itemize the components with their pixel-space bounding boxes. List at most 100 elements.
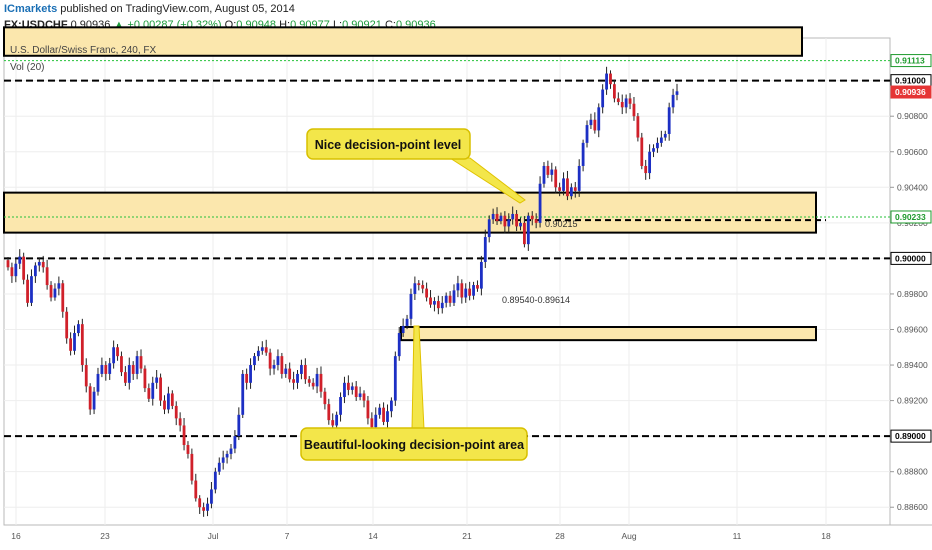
candle-body [272, 365, 276, 369]
candle-body [41, 261, 45, 268]
candle-body [640, 137, 644, 166]
candle-body [483, 237, 487, 262]
candle-body [296, 373, 299, 383]
candle-body [566, 178, 569, 197]
candle-body [127, 365, 131, 383]
candle-body [174, 405, 178, 419]
y-tick-label: 0.88600 [897, 502, 928, 512]
candle-body [319, 373, 323, 392]
candle-body [382, 407, 385, 422]
candle-body [350, 386, 354, 390]
price-badge[interactable] [890, 54, 932, 68]
candle-body [386, 411, 389, 422]
candle-body [550, 169, 554, 175]
candle-body [249, 365, 252, 383]
candle-body [523, 222, 526, 245]
candle-body [526, 215, 530, 245]
candle-body [65, 311, 69, 339]
y-tick-label: 0.89400 [897, 360, 928, 370]
price-badge[interactable] [890, 251, 932, 265]
price-badge[interactable] [890, 85, 932, 99]
candle-body [26, 279, 29, 303]
candle-body [354, 386, 358, 398]
candle-body [479, 261, 483, 289]
candle-body [585, 125, 589, 143]
candle-body [53, 288, 57, 298]
candle-body [14, 263, 18, 277]
candle-body [213, 471, 217, 490]
candles[interactable] [6, 66, 679, 517]
price-badge-label: 0.90936 [895, 87, 926, 97]
price-axis[interactable]: 0.910000.908000.906000.904000.902000.900… [890, 54, 932, 513]
candle-body [609, 73, 612, 85]
candle-body [61, 283, 65, 312]
high-label: H: [279, 19, 291, 31]
candle-body [253, 356, 256, 366]
candle-body [159, 377, 162, 401]
x-tick-label: Jul [208, 531, 219, 541]
candle-body [84, 365, 88, 387]
candle-body [88, 386, 92, 410]
y-tick-label: 0.89200 [897, 396, 928, 406]
candle-body [311, 382, 315, 387]
candle-body [233, 436, 237, 449]
price-badge[interactable] [890, 210, 932, 224]
candle-body [245, 373, 249, 383]
brand-logo[interactable]: ICmarkets [4, 3, 58, 15]
candle-body [534, 219, 538, 223]
candle-body [620, 101, 624, 108]
price-levels [4, 60, 890, 438]
candle-body [632, 103, 636, 117]
candle-body [343, 382, 346, 398]
candle-body [256, 350, 260, 357]
candle-body [499, 215, 503, 222]
candle-body [542, 165, 546, 184]
candle-body [413, 283, 417, 294]
candle-body [491, 213, 495, 220]
candle-body [303, 365, 307, 380]
candle-body [397, 333, 401, 357]
candle-body [358, 393, 362, 398]
candle-body [276, 356, 280, 366]
candle-body [370, 418, 374, 428]
candle-body [260, 347, 264, 351]
volume-indicator-label: Vol (20) [10, 62, 44, 73]
candle-body [444, 295, 448, 303]
candle-body [120, 356, 123, 373]
candle-body [624, 98, 628, 108]
candle-body [331, 420, 335, 426]
annotations: Nice decision-point level Beautiful-looki… [300, 128, 528, 461]
candle-body [507, 219, 511, 227]
candle-body [100, 365, 104, 374]
candle-body [315, 373, 319, 387]
annotation-box [300, 427, 528, 461]
price-badge-label: 0.90000 [895, 253, 926, 263]
candle-body [519, 222, 522, 227]
candle-body [155, 377, 159, 383]
price-badge[interactable] [890, 429, 932, 443]
time-axis[interactable]: 16 23 Jul 7 14 21 28 Aug 11 18 [11, 531, 831, 541]
candle-body [217, 462, 221, 472]
candle-body [495, 213, 499, 222]
candle-body [636, 116, 640, 138]
candle-body [147, 388, 151, 399]
candle-body [374, 414, 378, 428]
x-tick-label: Aug [621, 531, 636, 541]
candle-body [45, 267, 49, 286]
candle-body [69, 338, 72, 351]
candle-body [139, 356, 143, 369]
x-tick-label: 14 [368, 531, 378, 541]
candle-body [546, 165, 550, 175]
candle-body [264, 347, 268, 353]
candle-body [22, 256, 26, 280]
y-tick-label: 0.89600 [897, 324, 928, 334]
candle-body [346, 382, 350, 390]
candle-body [112, 347, 116, 364]
close-label: C: [384, 19, 396, 31]
candle-body [616, 98, 620, 102]
candle-body [515, 213, 518, 227]
candle-body [178, 418, 182, 426]
candle-body [339, 397, 342, 415]
candle-body [135, 356, 139, 374]
